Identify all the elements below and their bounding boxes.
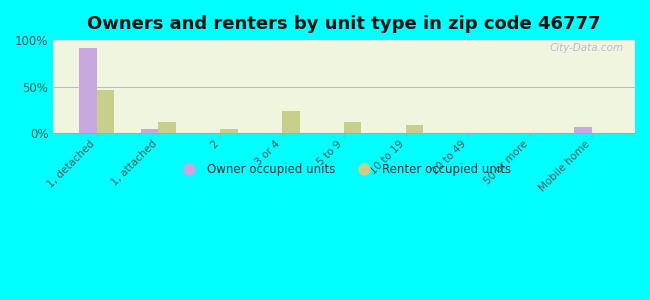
Legend: Owner occupied units, Renter occupied units: Owner occupied units, Renter occupied un… xyxy=(172,158,516,181)
Bar xyxy=(575,128,592,133)
Text: City-Data.com: City-Data.com xyxy=(549,43,623,53)
Bar xyxy=(79,49,97,133)
Bar xyxy=(97,90,114,133)
Bar xyxy=(159,122,176,133)
Bar xyxy=(220,129,238,133)
Bar xyxy=(406,124,423,133)
Bar xyxy=(282,111,300,133)
Bar xyxy=(141,129,159,133)
Bar xyxy=(344,122,361,133)
Title: Owners and renters by unit type in zip code 46777: Owners and renters by unit type in zip c… xyxy=(87,15,601,33)
